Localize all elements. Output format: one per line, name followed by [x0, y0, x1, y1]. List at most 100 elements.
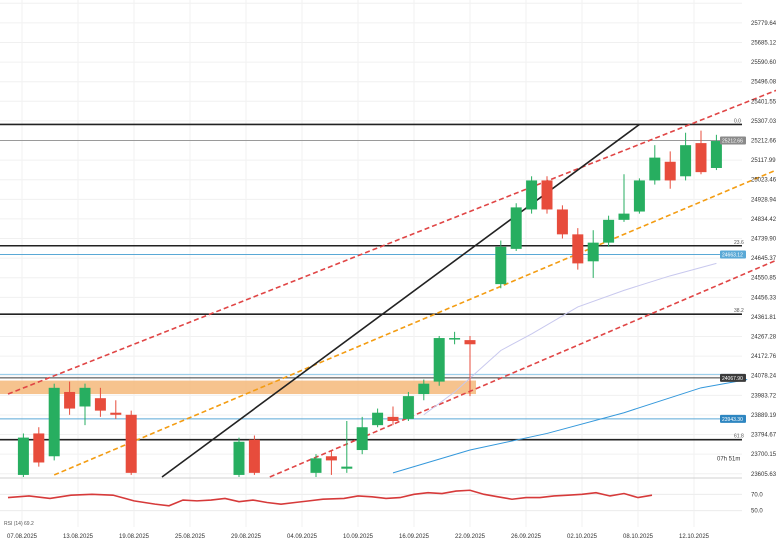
- time-tick-label: 02.10.2025: [567, 534, 598, 540]
- candle-body: [449, 338, 461, 340]
- candle-body: [248, 439, 260, 473]
- fib-level-label: 38.2: [734, 308, 744, 314]
- countdown-label: 07h 51m: [717, 456, 740, 462]
- candle-body: [526, 180, 538, 210]
- price-tick-label: 24739.90: [751, 237, 776, 243]
- price-badge-label: 23943.30: [722, 417, 743, 423]
- fib-level-label: 23.6: [734, 240, 744, 246]
- price-tick-label: 25307.03: [751, 119, 776, 125]
- candle-body: [587, 242, 599, 262]
- channel-lower-line: [269, 259, 776, 478]
- price-tick-label: 23605.63: [751, 472, 776, 478]
- price-tick-label: 24550.85: [751, 276, 776, 282]
- price-tick-label: 24928.94: [751, 197, 776, 203]
- candle-body: [356, 427, 368, 451]
- time-tick-label: 08.10.2025: [623, 534, 654, 540]
- price-tick-label: 23889.19: [751, 413, 776, 419]
- moving-average-line: [392, 379, 748, 474]
- price-tick-label: 25685.12: [751, 40, 776, 46]
- time-tick-label: 25.08.2025: [175, 534, 206, 540]
- channel-middle-line: [53, 169, 776, 476]
- price-tick-label: 23700.15: [751, 452, 776, 458]
- rsi-tick-label: 70.0: [751, 492, 763, 498]
- price-tick-label: 24834.42: [751, 217, 776, 223]
- time-tick-label: 13.08.2025: [63, 534, 94, 540]
- candle-body: [94, 398, 106, 411]
- price-axis: 25779.64 25685.12 25590.60 25496.08 25401.55…: [751, 21, 776, 478]
- fib-level-label: 61.8: [734, 434, 744, 440]
- price-badge: [720, 373, 746, 382]
- price-tick-label: 25117.99: [751, 158, 776, 164]
- rsi-legend-label: RSI (14) 69.2: [4, 521, 34, 527]
- rsi-tick-label: 50.0: [751, 509, 763, 515]
- candle-body: [79, 387, 91, 407]
- candle-body: [633, 180, 645, 212]
- candle-body: [710, 141, 722, 168]
- candle-body: [310, 458, 322, 473]
- price-tick-label: 24267.28: [751, 335, 776, 341]
- fib-labels: 0.0 23.6 38.2 61.8: [734, 118, 744, 439]
- candle-body: [618, 213, 630, 220]
- time-tick-label: 22.09.2025: [455, 534, 486, 540]
- candle-body: [680, 145, 692, 177]
- moving-average-line: [423, 262, 717, 416]
- candle-body: [418, 383, 430, 395]
- candle-body: [64, 391, 76, 409]
- candle-body: [541, 180, 553, 210]
- candle-body: [233, 441, 245, 475]
- candle-body: [649, 157, 661, 181]
- candle-body: [110, 412, 122, 415]
- horizontal-levels: [0, 123, 742, 441]
- candle-body: [48, 387, 60, 457]
- candle-body: [372, 412, 384, 426]
- candle-body: [341, 466, 353, 469]
- candle-body: [325, 456, 337, 461]
- price-badges: 25212.66 24663.12 24067.90 23943.30: [720, 136, 746, 423]
- time-axis: 07.08.2025 13.08.2025 19.08.2025 25.08.2025…: [7, 534, 710, 540]
- price-tick-label: 24361.81: [751, 315, 776, 321]
- candles: [17, 130, 722, 477]
- price-tick-label: 23794.67: [751, 433, 776, 439]
- candle-body: [556, 209, 568, 235]
- price-badge-label: 25212.66: [722, 138, 743, 144]
- price-tick-label: 25779.64: [751, 21, 776, 27]
- candle-body: [695, 143, 707, 173]
- candle-body: [603, 219, 615, 243]
- price-tick-label: 24645.37: [751, 256, 776, 262]
- channel-upper-line: [7, 89, 776, 395]
- trend-channel: [7, 89, 776, 478]
- candle-body: [433, 338, 445, 382]
- time-tick-label: 19.08.2025: [119, 534, 150, 540]
- time-tick-label: 26.09.2025: [511, 534, 542, 540]
- support-zone-rect: [0, 380, 476, 395]
- candle-body: [510, 207, 522, 249]
- candle-body: [495, 246, 507, 285]
- price-tick-label: 24456.33: [751, 295, 776, 301]
- trendline: [161, 123, 640, 478]
- price-tick-label: 23983.72: [751, 393, 776, 399]
- candle-body: [402, 396, 414, 419]
- price-tick-label: 25590.60: [751, 60, 776, 66]
- price-tick-label: 24078.24: [751, 374, 776, 380]
- price-badge: [720, 250, 746, 259]
- candle-body: [664, 161, 676, 181]
- price-tick-label: 25212.66: [751, 138, 776, 144]
- candle-body: [17, 437, 29, 475]
- candle-body: [464, 340, 476, 345]
- price-badge-label: 24663.12: [722, 252, 743, 258]
- price-tick-label: 25496.08: [751, 80, 776, 86]
- price-badge: [720, 414, 746, 423]
- rsi-panel: 70.0 50.0 RSI (14) 69.2: [0, 477, 763, 527]
- moving-averages: [392, 262, 748, 474]
- support-zone: [0, 380, 476, 395]
- candle-body: [387, 416, 399, 422]
- time-tick-label: 07.08.2025: [7, 534, 38, 540]
- time-tick-label: 12.10.2025: [679, 534, 710, 540]
- price-badge: [720, 136, 746, 145]
- time-tick-label: 04.09.2025: [287, 534, 318, 540]
- price-tick-label: 25023.46: [751, 178, 776, 184]
- price-badge-label: 24067.90: [722, 376, 743, 382]
- candle-body: [33, 433, 45, 463]
